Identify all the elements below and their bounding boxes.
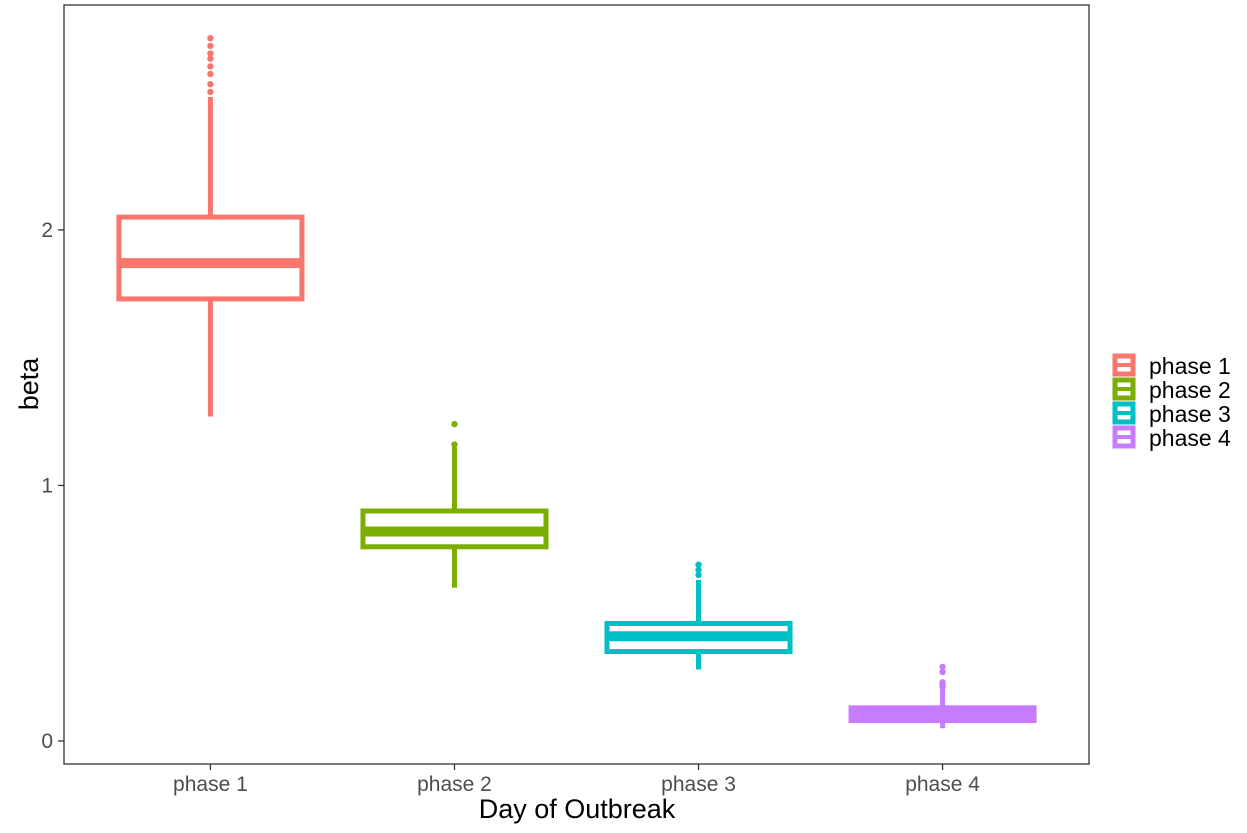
outlier-point (695, 571, 702, 579)
outlier-point (207, 63, 214, 70)
outlier-point (939, 663, 946, 671)
legend-label: phase 3 (1149, 401, 1231, 427)
boxes-layer (116, 35, 1037, 729)
plot-panel-border (63, 4, 1090, 765)
outlier-point (207, 55, 214, 62)
legend-label: phase 1 (1149, 353, 1231, 379)
legend-item-4: phase 4 (1112, 425, 1231, 451)
outlier-point (695, 566, 702, 573)
legend-label: phase 4 (1149, 425, 1231, 451)
outlier-point (451, 420, 458, 428)
outlier-point (207, 42, 214, 50)
legend-item-2: phase 2 (1112, 377, 1231, 403)
y-axis: 0 1 2 (41, 219, 64, 753)
y-tick-label: 0 (41, 730, 53, 753)
legend-item-1: phase 1 (1112, 353, 1231, 379)
outlier-point (695, 561, 702, 568)
legend-item-3: phase 3 (1112, 401, 1231, 427)
box-4 (848, 663, 1037, 729)
outlier-point (207, 88, 214, 96)
y-tick-label: 2 (41, 219, 53, 242)
x-tick-label: phase 3 (661, 773, 736, 796)
box-2 (360, 420, 549, 588)
y-axis-title: beta (14, 357, 44, 411)
x-tick-label: phase 2 (417, 773, 492, 796)
x-axis-title: Day of Outbreak (479, 794, 676, 824)
box-3 (604, 561, 793, 670)
x-tick-label: phase 4 (905, 773, 980, 796)
outlier-point (451, 441, 458, 448)
outlier-point (207, 81, 214, 88)
legend-label: phase 2 (1149, 377, 1231, 403)
outlier-point (207, 50, 214, 57)
box-1 (116, 35, 305, 417)
outlier-point (207, 35, 214, 42)
outlier-point (939, 668, 946, 676)
x-tick-label: phase 1 (173, 773, 248, 796)
box-body (116, 214, 305, 302)
outlier-point (939, 679, 946, 686)
y-tick-label: 1 (41, 474, 53, 497)
x-axis: phase 1 phase 2 phase 3 phase 4 (173, 764, 980, 796)
outlier-point (207, 70, 214, 78)
